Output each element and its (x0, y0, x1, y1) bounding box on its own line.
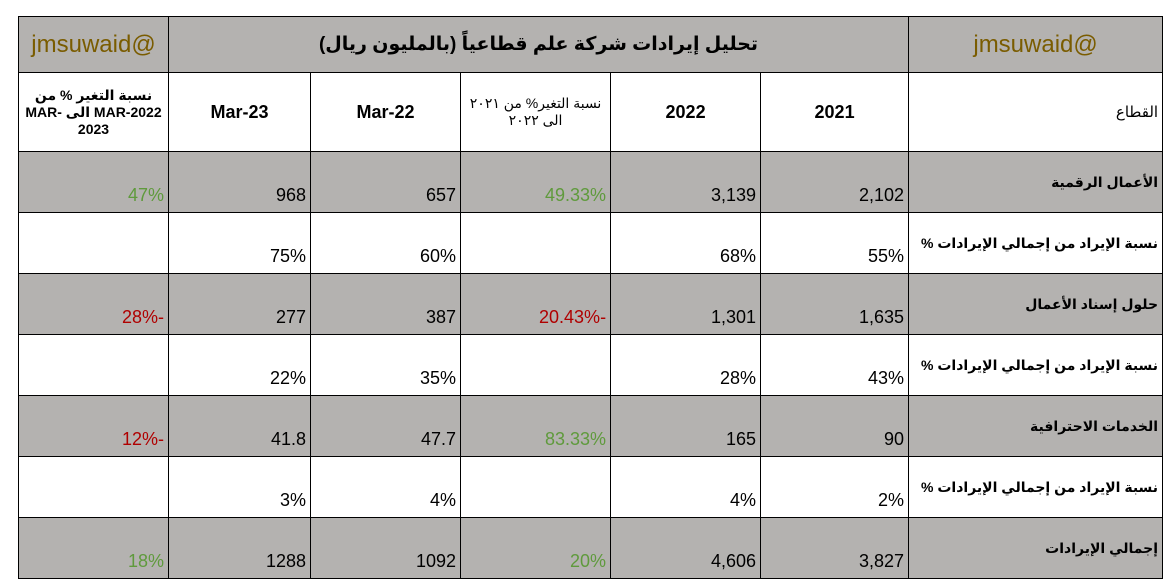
cell-mar22: 4% (310, 456, 462, 518)
cell-mar23: 41.8 (167, 395, 312, 457)
cell-quarter-change (18, 334, 169, 396)
cell-2021: 3,827 (760, 517, 910, 579)
cell-2022: 68% (610, 212, 762, 274)
revenue-table-sheet: @jmsuwaid تحليل إيرادات شركة علم قطاعياً… (18, 16, 1164, 579)
cell-2022: 3,139 (610, 151, 762, 213)
col-2022-header: 2022 (610, 72, 762, 152)
cell-annual-change (460, 212, 612, 274)
cell-mar23: 968 (167, 151, 312, 213)
cell-2021: 2,102 (760, 151, 910, 213)
cell-mar22: 60% (310, 212, 462, 274)
col-mar23-header: Mar-23 (167, 72, 312, 152)
cell-2021: 90 (760, 395, 910, 457)
cell-quarter-change (18, 456, 169, 518)
table-row: إجمالي الإيرادات 3,827 4,606 20% 1092 12… (18, 517, 1164, 579)
cell-mar22: 35% (310, 334, 462, 396)
table-row: نسبة الإيراد من إجمالي الإيرادات % 55% 6… (18, 212, 1164, 274)
col-2021-header: 2021 (760, 72, 910, 152)
row-label: نسبة الإيراد من إجمالي الإيرادات % (908, 334, 1164, 396)
col-quarter-change-header: نسبة التغير % من MAR-2022 الى MAR-2023 (18, 72, 169, 152)
table-row: الأعمال الرقمية 2,102 3,139 49.33% 657 9… (18, 151, 1164, 213)
cell-quarter-change: -28% (18, 273, 169, 335)
cell-2021: 1,635 (760, 273, 910, 335)
table-row: الخدمات الاحترافية 90 165 83.33% 47.7 41… (18, 395, 1164, 457)
cell-annual-change (460, 456, 612, 518)
title-row: @jmsuwaid تحليل إيرادات شركة علم قطاعياً… (18, 16, 1164, 73)
handle-left: @jmsuwaid (18, 16, 169, 73)
revenue-table: @jmsuwaid تحليل إيرادات شركة علم قطاعياً… (18, 16, 1164, 579)
cell-quarter-change: 18% (18, 517, 169, 579)
row-label: إجمالي الإيرادات (908, 517, 1164, 579)
row-label: نسبة الإيراد من إجمالي الإيرادات % (908, 212, 1164, 274)
col-sector-header: القطاع (908, 72, 1164, 152)
cell-annual-change: 83.33% (460, 395, 612, 457)
cell-mar23: 277 (167, 273, 312, 335)
cell-annual-change: 49.33% (460, 151, 612, 213)
cell-2022: 4,606 (610, 517, 762, 579)
col-annual-change-header: نسبة التغير% من ٢٠٢١ الى ٢٠٢٢ (460, 72, 612, 152)
cell-2021: 43% (760, 334, 910, 396)
cell-quarter-change (18, 212, 169, 274)
table-row: حلول إسناد الأعمال 1,635 1,301 -20.43% 3… (18, 273, 1164, 335)
cell-mar23: 75% (167, 212, 312, 274)
cell-2021: 55% (760, 212, 910, 274)
row-label: حلول إسناد الأعمال (908, 273, 1164, 335)
page-title: تحليل إيرادات شركة علم قطاعياً (بالمليون… (167, 16, 910, 73)
table-row: نسبة الإيراد من إجمالي الإيرادات % 43% 2… (18, 334, 1164, 396)
cell-quarter-change: 47% (18, 151, 169, 213)
cell-2022: 4% (610, 456, 762, 518)
cell-annual-change: 20% (460, 517, 612, 579)
cell-2021: 2% (760, 456, 910, 518)
col-mar22-header: Mar-22 (310, 72, 462, 152)
cell-quarter-change: -12% (18, 395, 169, 457)
cell-2022: 1,301 (610, 273, 762, 335)
cell-mar22: 387 (310, 273, 462, 335)
cell-mar23: 1288 (167, 517, 312, 579)
cell-mar22: 657 (310, 151, 462, 213)
row-label: نسبة الإيراد من إجمالي الإيرادات % (908, 456, 1164, 518)
row-label: الخدمات الاحترافية (908, 395, 1164, 457)
table-row: نسبة الإيراد من إجمالي الإيرادات % 2% 4%… (18, 456, 1164, 518)
cell-mar22: 1092 (310, 517, 462, 579)
cell-2022: 165 (610, 395, 762, 457)
cell-annual-change (460, 334, 612, 396)
header-row: القطاع 2021 2022 نسبة التغير% من ٢٠٢١ ال… (18, 72, 1164, 152)
cell-mar23: 3% (167, 456, 312, 518)
cell-2022: 28% (610, 334, 762, 396)
handle-right: @jmsuwaid (908, 16, 1164, 73)
cell-mar23: 22% (167, 334, 312, 396)
row-label: الأعمال الرقمية (908, 151, 1164, 213)
cell-mar22: 47.7 (310, 395, 462, 457)
cell-annual-change: -20.43% (460, 273, 612, 335)
